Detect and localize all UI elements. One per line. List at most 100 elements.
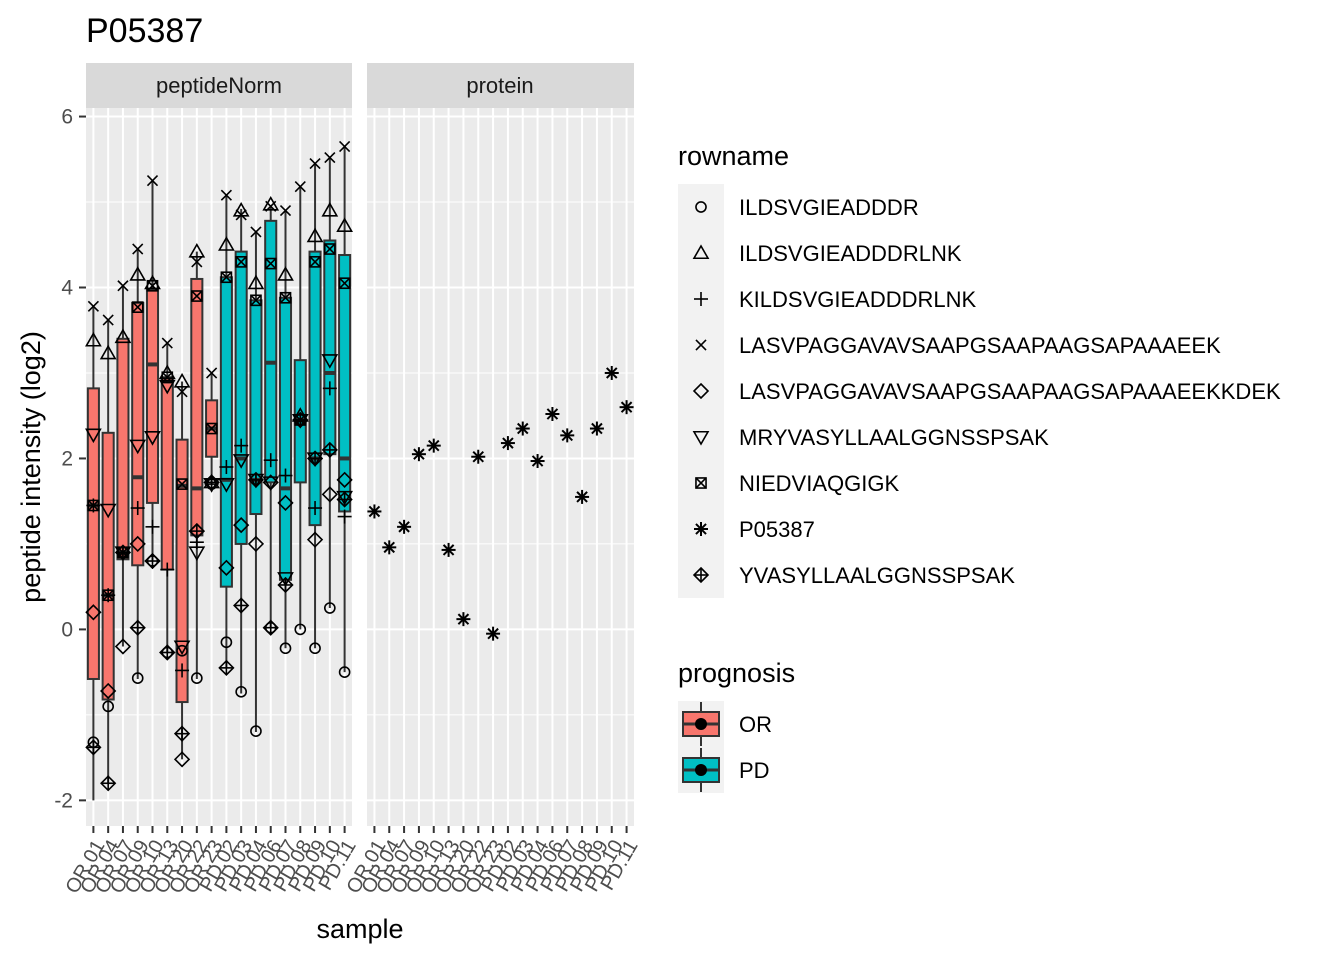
box-body: [234, 250, 248, 545]
point-yvasyllaalggnsspsak: [144, 552, 161, 570]
box-body: [323, 239, 337, 456]
point-niedviaqgigk: [264, 257, 277, 270]
point-mryvasyllaalggnsspsak: [144, 431, 161, 446]
box-body: [175, 438, 189, 704]
point-niedviaqgigk: [146, 279, 159, 292]
legend-label: NIEDVIAQGIGK: [739, 471, 899, 496]
point-lasvpaggavavsaapgsaapaagsapaaaeek: [206, 367, 218, 379]
legend-rowname: rowname ILDSVGIEADDDR ILDSVGIEADDDRLNK KIL…: [678, 141, 1281, 598]
point-mryvasyllaalggnsspsak: [158, 379, 176, 395]
point-ildsvgieadddrlnk: [306, 227, 324, 243]
point-niedviaqgigk: [279, 291, 292, 304]
legend-key-or: [682, 702, 720, 746]
legend-label: MRYVASYLLAALGGNSSPSAK: [739, 425, 1049, 450]
point-p05387: [456, 612, 471, 627]
point-p05387: [411, 447, 426, 462]
x-axis-label: sample: [316, 914, 403, 944]
point-lasvpaggavavsaapgsaapaagsapaaaeek: [146, 175, 159, 187]
legend-label: OR: [739, 712, 772, 737]
point-niedviaqgigk: [131, 301, 144, 313]
legend-key: [694, 522, 708, 536]
point-yvasyllaalggnsspsak: [188, 522, 205, 540]
point-lasvpaggavavsaapgsaapaagsapaaaeekkdek: [173, 751, 191, 768]
point-kildsvgieadddrlnk: [337, 509, 352, 524]
point-mryvasyllaalggnsspsak: [262, 476, 280, 491]
point-niedviaqgigk: [190, 290, 203, 302]
point-lasvpaggavavsaapgsaapaagsapaaaeek: [176, 386, 188, 398]
point-p05387: [530, 454, 545, 469]
legend-key: [692, 430, 710, 446]
point-p05387: [471, 449, 486, 464]
legend-label: LASVPAGGAVAVSAAPGSAAPAAGSAPAAAEEKKDEK: [739, 379, 1281, 404]
point-yvasyllaalggnsspsak: [159, 644, 176, 661]
point-niedviaqgigk: [87, 499, 100, 512]
point-kildsvgieadddrlnk: [308, 501, 323, 516]
point-lasvpaggavavsaapgsaapaagsapaaaeekkdek: [277, 494, 294, 512]
point-yvasyllaalggnsspsak: [100, 775, 117, 792]
legend-label: ILDSVGIEADDDR: [739, 195, 919, 220]
point-mryvasyllaalggnsspsak: [188, 546, 206, 562]
legend-title: rowname: [678, 141, 789, 171]
point-lasvpaggavavsaapgsaapaagsapaaaeekkdek: [247, 535, 265, 553]
box-body: [278, 296, 293, 581]
point-kildsvgieadddrlnk: [219, 460, 234, 474]
box-body: [131, 301, 145, 567]
point-ildsvgieadddrlnk: [336, 217, 353, 233]
point-lasvpaggavavsaapgsaapaagsapaaaeekkdek: [129, 535, 146, 553]
point-p05387: [367, 504, 382, 519]
point-kildsvgieadddrlnk: [160, 562, 175, 577]
point-yvasyllaalggnsspsak: [306, 450, 324, 467]
strip-label-protein: protein: [466, 73, 533, 98]
legend-key: [695, 339, 707, 351]
box-body: [308, 250, 322, 527]
point-yvasyllaalggnsspsak: [292, 411, 309, 429]
point-mryvasyllaalggnsspsak: [321, 354, 339, 369]
point-lasvpaggavavsaapgsaapaagsapaaaeek: [339, 140, 351, 153]
point-ildsvgieadddrlnk: [188, 242, 206, 258]
point-ildsvgieadddrlnk: [247, 274, 265, 290]
point-ildsvgieadddr: [102, 700, 115, 713]
point-ildsvgieadddrlnk: [85, 331, 102, 347]
x-axis-ticks: OR.01OR.04OR.07OR.09OR.10OR.13OR.20OR.22…: [343, 826, 643, 897]
point-ildsvgieadddrlnk: [114, 328, 132, 344]
box-body: [116, 337, 130, 561]
point-kildsvgieadddrlnk: [278, 468, 293, 483]
box-body: [101, 431, 115, 701]
point-lasvpaggavavsaapgsaapaagsapaaaeek: [191, 256, 203, 268]
y-axis-label: peptide intensity (log2): [16, 331, 46, 603]
point-lasvpaggavavsaapgsaapaagsapaaaeekkdek: [321, 486, 338, 503]
strip-label-peptidenorm: peptideNorm: [156, 73, 282, 98]
box-body: [190, 277, 204, 537]
point-lasvpaggavavsaapgsaapaagsapaaaeekkdek: [85, 604, 102, 621]
point-niedviaqgigk: [102, 589, 115, 602]
point-p05387: [515, 421, 530, 436]
point-yvasyllaalggnsspsak: [336, 491, 353, 508]
point-mryvasyllaalggnsspsak: [232, 454, 250, 469]
point-niedviaqgigk: [176, 478, 188, 490]
point-niedviaqgigk: [338, 277, 351, 290]
y-tick-label: 4: [61, 277, 73, 300]
legend-key: [695, 477, 707, 489]
point-lasvpaggavavsaapgsaapaagsapaaaeek: [279, 204, 292, 217]
point-yvasyllaalggnsspsak: [218, 659, 235, 677]
x-axis-ticks: OR.01OR.04OR.07OR.09OR.10OR.13OR.20OR.22…: [62, 826, 361, 897]
legend-label: KILDSVGIEADDDRLNK: [739, 287, 977, 312]
y-tick-label: 2: [61, 447, 73, 470]
point-mryvasyllaalggnsspsak: [218, 478, 235, 493]
point-ildsvgieadddr: [220, 636, 233, 649]
point-p05387: [441, 542, 456, 557]
box-body: [264, 219, 278, 484]
point-ildsvgieadddr: [294, 623, 307, 636]
point-ildsvgieadddr: [235, 685, 248, 698]
point-yvasyllaalggnsspsak: [247, 471, 265, 488]
point-yvasyllaalggnsspsak: [262, 619, 279, 636]
point-lasvpaggavavsaapgsaapaagsapaaaeekkdek: [218, 559, 235, 576]
point-lasvpaggavavsaapgsaapaagsapaaaeek: [102, 314, 114, 326]
point-lasvpaggavavsaapgsaapaagsapaaaeek: [132, 243, 144, 255]
point-p05387: [500, 436, 515, 451]
box-body: [145, 288, 160, 504]
protein-points: [367, 365, 634, 641]
point-lasvpaggavavsaapgsaapaagsapaaaeek: [161, 337, 173, 349]
point-ildsvgieadddrlnk: [129, 266, 147, 281]
